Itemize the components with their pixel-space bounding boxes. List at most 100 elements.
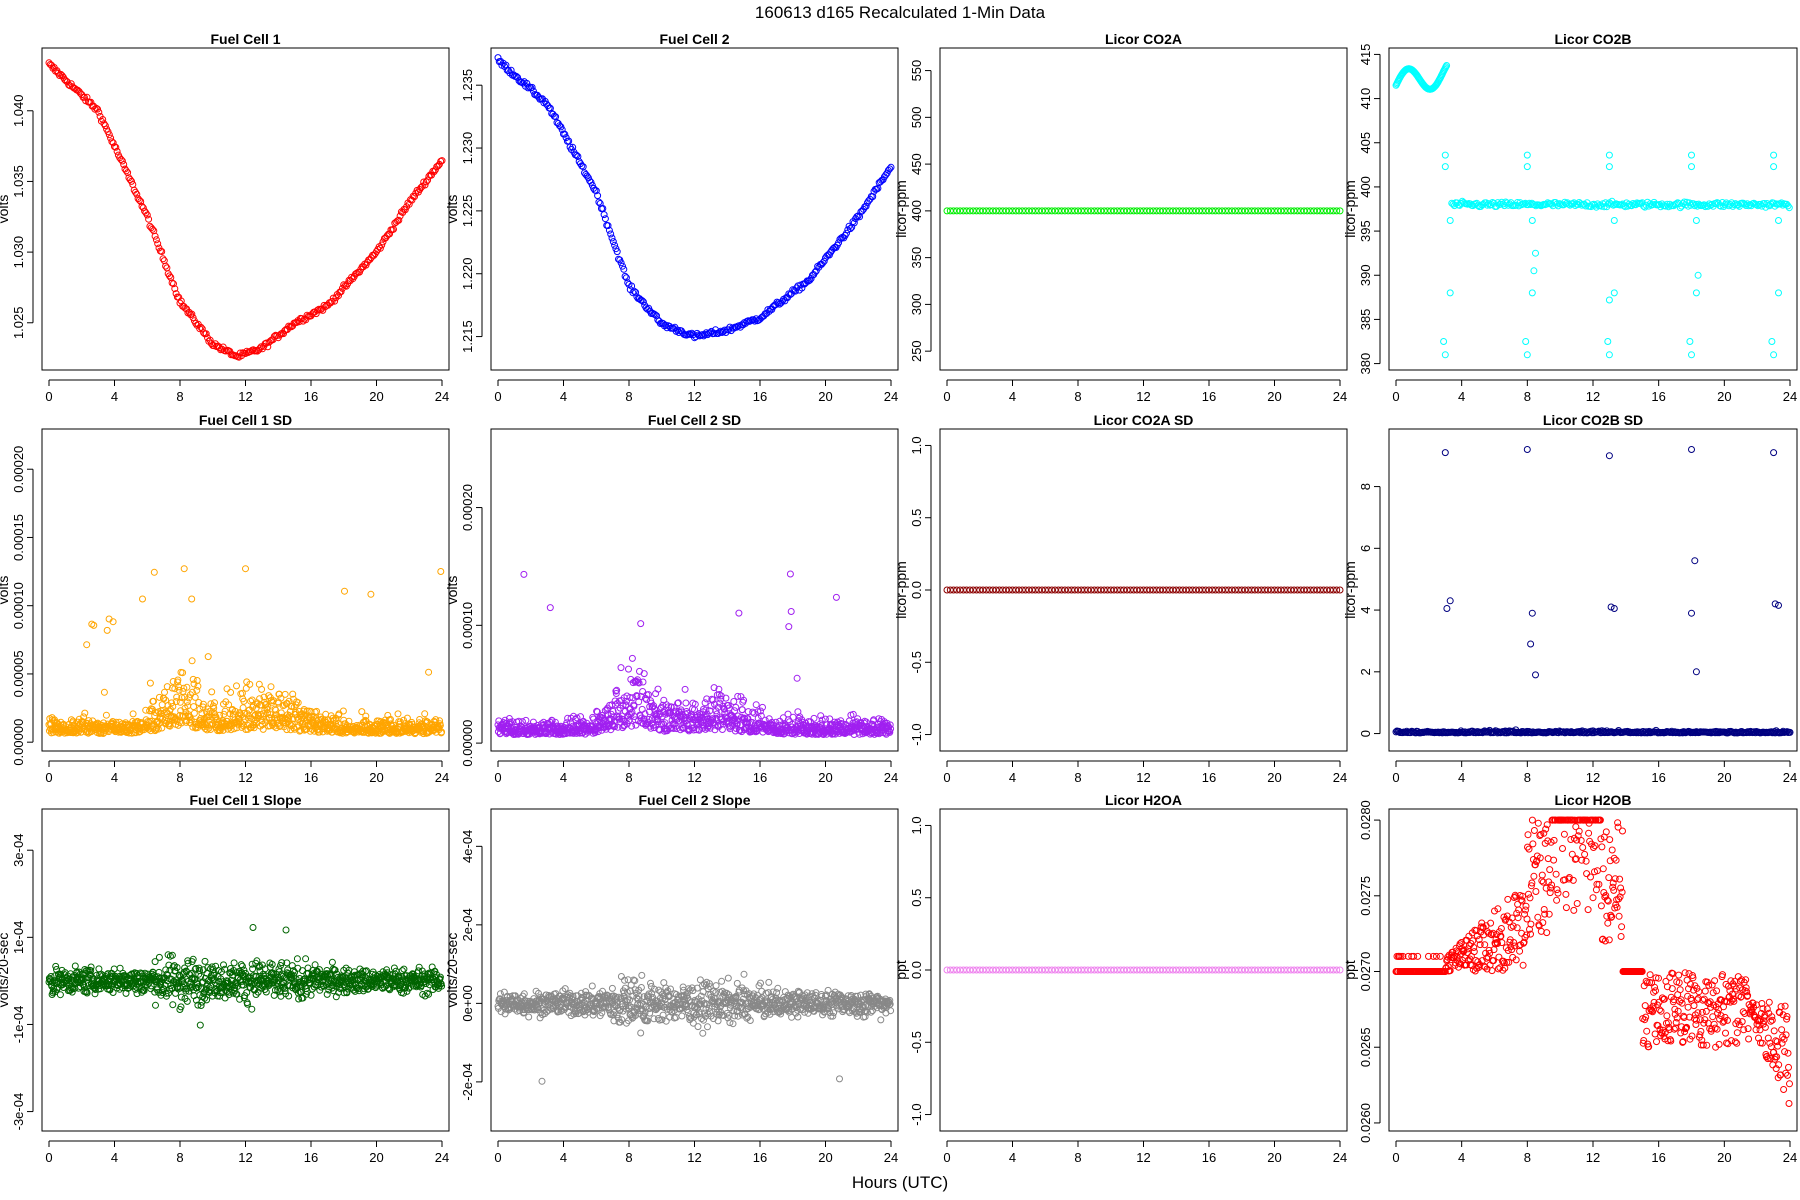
- data-point: [963, 586, 971, 594]
- data-point: [1110, 586, 1118, 594]
- data-point: [1251, 207, 1259, 215]
- data-point: [56, 72, 63, 79]
- data-point: [1440, 338, 1448, 345]
- x-axis: 0 4 8 12 16 20 24: [1392, 379, 1797, 404]
- data-point: [578, 162, 586, 170]
- data-point: [738, 706, 746, 714]
- data-point: [403, 714, 411, 722]
- panel-title: Licor CO2A SD: [1094, 412, 1194, 428]
- data-point: [337, 288, 345, 296]
- data-point: [789, 713, 797, 721]
- data-point: [1528, 217, 1536, 224]
- data-point: [591, 729, 599, 737]
- data-point: [256, 344, 264, 352]
- data-point: [1605, 452, 1613, 460]
- data-point: [717, 695, 725, 703]
- data-point: [330, 716, 338, 724]
- data-point: [188, 657, 196, 665]
- data-point: [1512, 726, 1520, 734]
- x-tick-label: 16: [304, 389, 318, 404]
- data-point: [717, 327, 725, 335]
- data-point: [1018, 586, 1026, 594]
- data-point: [1277, 207, 1285, 215]
- data-point: [1267, 207, 1275, 215]
- data-point: [653, 312, 660, 320]
- data-point: [176, 698, 184, 706]
- y-tick-label: 1.220: [460, 257, 475, 290]
- data-point: [277, 330, 285, 338]
- data-point: [432, 716, 440, 724]
- data-point: [710, 684, 718, 692]
- data-point: [886, 728, 894, 736]
- data-point: [1110, 207, 1118, 215]
- data-point: [774, 299, 782, 307]
- data-point: [172, 698, 180, 705]
- data-point: [1136, 207, 1144, 215]
- data-point: [630, 287, 638, 295]
- data-point: [1333, 207, 1341, 215]
- data-point: [793, 674, 801, 682]
- y-tick-label: 390: [1358, 264, 1373, 286]
- x-tick-label: 16: [753, 770, 767, 785]
- data-point: [709, 696, 717, 704]
- data-point: [376, 244, 384, 252]
- x-tick-label: 12: [687, 389, 701, 404]
- panel-title: Fuel Cell 1: [210, 31, 280, 47]
- data-points: [45, 59, 446, 361]
- data-point: [331, 297, 339, 305]
- y-tick-label: 410: [1358, 88, 1373, 110]
- y-tick-label: 0.00020: [11, 446, 26, 493]
- data-point: [785, 290, 793, 298]
- data-point: [658, 713, 666, 720]
- data-point: [764, 306, 772, 314]
- data-point: [145, 725, 153, 733]
- data-point: [159, 255, 167, 263]
- y-axis-label: licor-ppm: [1342, 180, 1358, 238]
- data-point: [1775, 217, 1782, 224]
- x-tick-label: 20: [818, 389, 832, 404]
- data-point: [1542, 200, 1550, 208]
- data-point: [124, 169, 132, 177]
- data-point: [187, 716, 195, 724]
- y-axis-label: volts: [0, 576, 11, 605]
- data-point: [195, 699, 203, 706]
- data-point: [953, 586, 961, 594]
- data-point: [1531, 201, 1539, 209]
- data-point: [886, 721, 894, 729]
- data-point: [94, 105, 101, 113]
- x-tick-label: 20: [369, 389, 383, 404]
- data-point: [189, 314, 197, 322]
- data-point: [1031, 586, 1039, 594]
- data-point: [246, 680, 254, 688]
- x-tick-label: 4: [1009, 770, 1016, 785]
- data-point: [950, 586, 957, 594]
- data-point: [634, 678, 642, 686]
- data-point: [715, 691, 723, 698]
- data-point: [1605, 163, 1613, 171]
- plot-frame: [939, 428, 1348, 752]
- data-point: [612, 701, 619, 709]
- data-point: [1329, 586, 1337, 594]
- data-point: [257, 711, 265, 718]
- data-point: [518, 718, 526, 726]
- data-point: [1530, 267, 1538, 275]
- data-point: [598, 714, 606, 722]
- data-point: [329, 714, 337, 722]
- data-point: [638, 705, 646, 713]
- data-point: [579, 717, 587, 725]
- data-point: [248, 1005, 256, 1013]
- panel-title: Fuel Cell 2 SD: [648, 412, 741, 428]
- data-point: [100, 120, 108, 128]
- data-point: [979, 586, 987, 594]
- data-point: [995, 207, 1003, 215]
- data-points: [943, 586, 1344, 594]
- data-point: [328, 958, 336, 966]
- data-point: [188, 688, 196, 696]
- data-point: [1022, 207, 1030, 215]
- data-point: [612, 687, 620, 695]
- data-point: [754, 708, 762, 716]
- y-axis: -1.0-0.50.00.51.0: [909, 436, 932, 746]
- data-point: [1527, 640, 1535, 648]
- data-point: [641, 710, 649, 718]
